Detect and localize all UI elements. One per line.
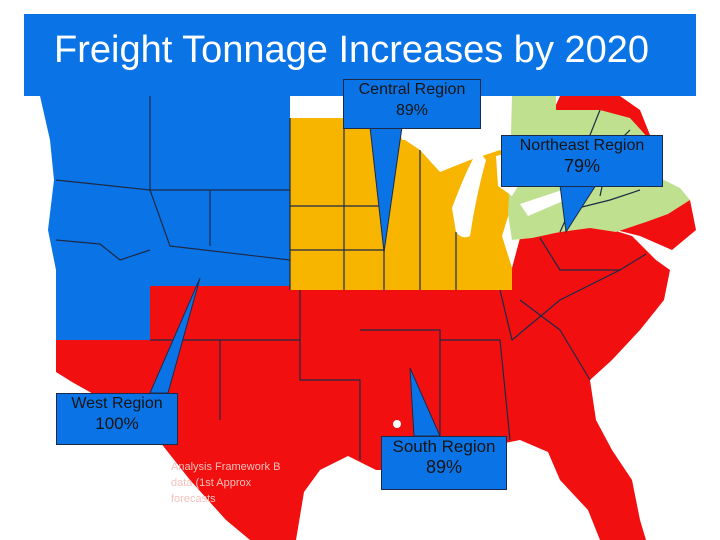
title-bar: Freight Tonnage Increases by 2020 xyxy=(24,14,696,96)
city-marker xyxy=(393,420,401,428)
central-region-callout: Central Region 89% xyxy=(343,79,481,129)
source-note-line-1: Analysis Framework B xyxy=(171,461,281,473)
northeast-region-percent: 79% xyxy=(563,156,601,176)
lake-michigan xyxy=(452,150,486,238)
page-title: Freight Tonnage Increases by 2020 xyxy=(54,29,650,71)
state-borders xyxy=(55,96,647,460)
northeast-region-callout: Northeast Region 79% xyxy=(501,135,663,187)
northeast-region-label: Northeast Region xyxy=(519,137,645,154)
source-note: Analysis Framework B data (1st Approx fo… xyxy=(171,459,291,507)
south-region-label: South Region xyxy=(392,437,496,456)
lake-erie xyxy=(520,190,570,216)
west-region-percent: 100% xyxy=(95,414,139,433)
south-region-percent: 89% xyxy=(425,457,463,477)
south-region xyxy=(56,226,670,540)
source-note-line-2: data (1st Approx xyxy=(171,477,252,489)
central-region-percent: 89% xyxy=(395,102,429,119)
south-region-callout: South Region 89% xyxy=(381,436,507,490)
west-region-label: West Region xyxy=(71,395,163,412)
central-region xyxy=(290,118,520,290)
source-note-line-3: forecasts xyxy=(171,493,216,505)
central-region-label: Central Region xyxy=(358,81,466,98)
west-region-callout: West Region 100% xyxy=(56,393,178,445)
west-region xyxy=(40,96,290,340)
